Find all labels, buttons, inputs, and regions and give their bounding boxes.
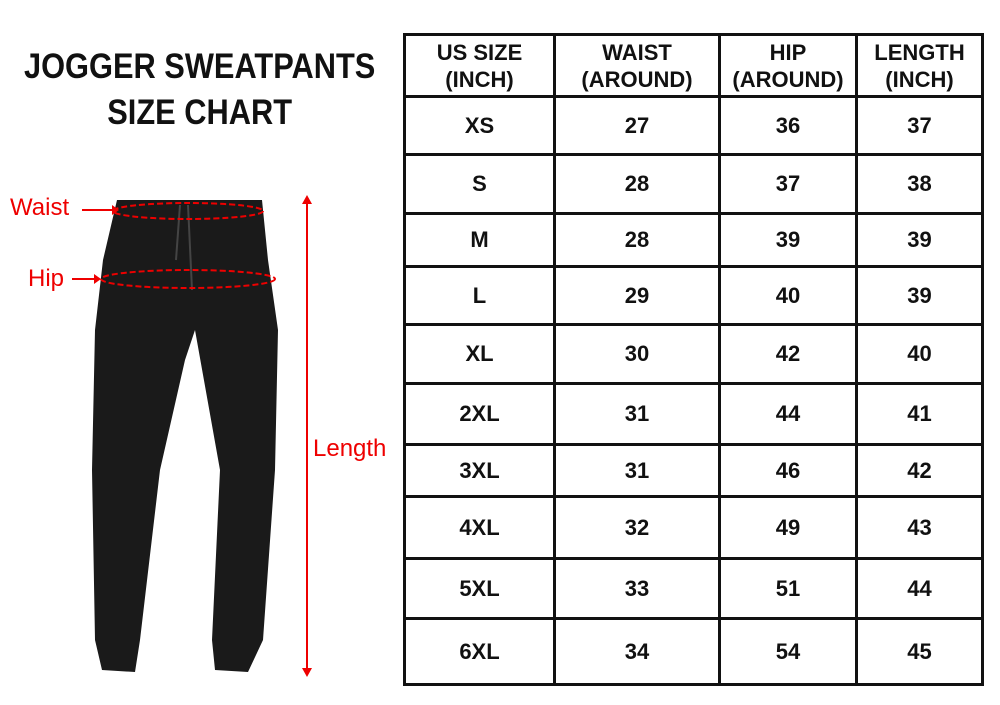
table-row: 4XL 32 49 43: [403, 495, 984, 560]
table-cell: 40: [855, 323, 984, 385]
table-cell: 30: [553, 323, 721, 385]
table-cell: 37: [718, 153, 858, 215]
table-cell: XS: [403, 95, 556, 156]
column-header: WAIST (AROUND): [553, 33, 721, 98]
table-cell: 38: [855, 153, 984, 215]
table-cell: M: [403, 212, 556, 268]
table-header: US SIZE (INCH) WAIST (AROUND) HIP (AROUND) LEN…: [403, 33, 984, 98]
table-row: S 28 37 38: [403, 153, 984, 215]
header-line: (INCH): [445, 66, 514, 92]
table-cell: 4XL: [403, 495, 556, 560]
table-cell: 41: [855, 382, 984, 446]
table-cell: 39: [718, 212, 858, 268]
table-cell: XL: [403, 323, 556, 385]
hip-label: Hip: [28, 265, 65, 292]
length-label: Length: [313, 435, 387, 462]
waist-arrowhead: [112, 205, 119, 215]
header-row: US SIZE (INCH) WAIST (AROUND) HIP (AROUND) LEN…: [403, 33, 984, 98]
table-row: XS 27 36 37: [403, 95, 984, 156]
table-cell: 49: [718, 495, 858, 560]
table-cell: 36: [718, 95, 858, 156]
table-cell: 51: [718, 557, 858, 620]
table-cell: 28: [553, 153, 721, 215]
table-cell: 42: [855, 443, 984, 498]
table-row: 3XL 31 46 42: [403, 443, 984, 498]
table-cell: 6XL: [403, 617, 556, 686]
table-cell: 31: [553, 443, 721, 498]
table-cell: 44: [855, 557, 984, 620]
header-line: HIP: [769, 39, 807, 65]
table-row: L 29 40 39: [403, 265, 984, 326]
pants-illustration: [72, 195, 312, 677]
table-cell: 32: [553, 495, 721, 560]
table-row: XL 30 42 40: [403, 323, 984, 385]
column-header: US SIZE (INCH): [403, 33, 556, 98]
table-cell: 43: [855, 495, 984, 560]
waist-marker: [112, 202, 264, 220]
table-row: 6XL 34 54 45: [403, 617, 984, 686]
table-cell: 27: [553, 95, 721, 156]
table-row: 2XL 31 44 41: [403, 382, 984, 446]
table-cell: 39: [855, 265, 984, 326]
table-cell: 29: [553, 265, 721, 326]
table-row: M 28 39 39: [403, 212, 984, 268]
table-cell: 40: [718, 265, 858, 326]
header-line: (AROUND): [581, 66, 693, 92]
table-cell: 44: [718, 382, 858, 446]
table-cell: S: [403, 153, 556, 215]
table-cell: 31: [553, 382, 721, 446]
waist-label: Waist: [10, 194, 70, 221]
table-cell: 37: [855, 95, 984, 156]
table-cell: 54: [718, 617, 858, 686]
table-cell: 34: [553, 617, 721, 686]
hip-arrowhead: [94, 274, 101, 284]
table-cell: 28: [553, 212, 721, 268]
table-cell: 39: [855, 212, 984, 268]
table-cell: 3XL: [403, 443, 556, 498]
size-table: US SIZE (INCH) WAIST (AROUND) HIP (AROUND) LEN…: [403, 33, 984, 686]
header-line: US SIZE: [436, 39, 523, 65]
table-cell: 45: [855, 617, 984, 686]
table-cell: 42: [718, 323, 858, 385]
title-line-2: SIZE CHART: [107, 93, 293, 132]
table-cell: 2XL: [403, 382, 556, 446]
header-line: (INCH): [885, 66, 954, 92]
table-row: 5XL 33 51 44: [403, 557, 984, 620]
table-cell: 46: [718, 443, 858, 498]
table-cell: 5XL: [403, 557, 556, 620]
pants-shape: [92, 200, 278, 672]
column-header: HIP (AROUND): [718, 33, 858, 98]
table-cell: L: [403, 265, 556, 326]
header-line: (AROUND): [732, 66, 844, 92]
column-header: LENGTH (INCH): [855, 33, 984, 98]
table-cell: 33: [553, 557, 721, 620]
header-line: LENGTH: [874, 39, 965, 65]
table-body: XS 27 36 37 S 28 37 38 M 28 39 39 L 29 40 39 XL 30 42 40 2XL…: [403, 95, 984, 686]
title-line-1: JOGGER SWEATPANTS: [23, 47, 376, 86]
header-line: WAIST: [602, 39, 672, 65]
